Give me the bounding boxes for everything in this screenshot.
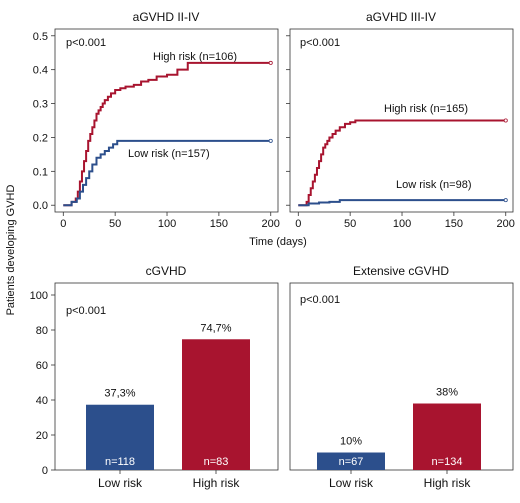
censor-mark-agvhd-3-4	[503, 198, 508, 203]
y-tick-label-cgvhd: 80	[36, 325, 48, 337]
y-tick-label-agvhd-2-4: 0.0	[33, 200, 48, 212]
series-line-low-risk-agvhd-3-4	[298, 199, 506, 207]
pvalue-cgvhd: p<0.001	[66, 305, 106, 317]
bar-value-label-cgvhd: 74,7%	[200, 322, 231, 334]
series-line-high-risk-agvhd-2-4	[63, 61, 271, 207]
panel-frame-agvhd-2-4	[54, 28, 279, 213]
y-tick-label-agvhd-2-4: 0.4	[33, 65, 48, 77]
bar-high-risk-cgvhd	[182, 339, 250, 470]
censor-mark-agvhd-2-4	[268, 60, 273, 65]
y-tick-label-agvhd-2-4: 0.5	[33, 31, 48, 43]
pvalue-extensive-cgvhd: p<0.001	[300, 294, 340, 306]
title-agvhd-2-4: aGVHD II-IV	[133, 10, 200, 24]
pvalue-agvhd-2-4: p<0.001	[66, 37, 106, 49]
label-high-risk-106: High risk (n=106)	[153, 51, 237, 63]
bar-value-label-extensive-cgvhd: 10%	[340, 436, 362, 448]
y-tick-label-agvhd-2-4: 0.1	[33, 166, 48, 178]
y-tick-label-agvhd-2-4: 0.2	[33, 132, 48, 144]
censor-mark-agvhd-2-4	[268, 138, 273, 143]
title-agvhd-3-4: aGVHD III-IV	[366, 10, 436, 24]
x-tick-label-agvhd-2-4: 100	[158, 218, 176, 230]
x-tick-label-agvhd-2-4: 200	[262, 218, 280, 230]
series-line-high-risk-agvhd-3-4	[298, 119, 506, 207]
category-label-cgvhd: High risk	[193, 476, 241, 490]
x-tick-label-agvhd-3-4: 50	[344, 218, 356, 230]
bar-n-label-extensive-cgvhd: n=67	[339, 456, 364, 468]
title-cgvhd: cGVHD	[146, 264, 187, 278]
y-tick-label-cgvhd: 0	[42, 465, 48, 477]
bar-low-risk-cgvhd	[86, 404, 154, 470]
label-low-risk-157: Low risk (n=157)	[128, 148, 210, 160]
y-tick-label-cgvhd: 60	[36, 360, 48, 372]
title-extensive-cgvhd: Extensive cGVHD	[353, 264, 449, 278]
bar-value-label-extensive-cgvhd: 38%	[436, 387, 458, 399]
panel-frame-agvhd-3-4	[289, 28, 514, 213]
shared-ylabel: Patients developing GVHD	[5, 185, 17, 316]
y-tick-label-cgvhd: 20	[36, 430, 48, 442]
bar-n-label-extensive-cgvhd: n=134	[432, 456, 463, 468]
bar-n-label-cgvhd: n=118	[105, 456, 135, 468]
x-tick-label-agvhd-2-4: 50	[109, 218, 121, 230]
x-tick-label-agvhd-3-4: 150	[445, 218, 463, 230]
bar-n-label-cgvhd: n=83	[204, 456, 229, 468]
censor-mark-agvhd-3-4	[503, 118, 508, 123]
y-tick-label-cgvhd: 100	[30, 290, 48, 302]
category-label-cgvhd: Low risk	[98, 476, 143, 490]
category-label-extensive-cgvhd: Low risk	[329, 476, 374, 490]
category-label-extensive-cgvhd: High risk	[424, 476, 472, 490]
panel-frame-cgvhd	[54, 282, 279, 471]
bar-low-risk-extensive-cgvhd	[317, 452, 385, 470]
x-tick-label-agvhd-3-4: 100	[393, 218, 411, 230]
panel-frame-extensive-cgvhd	[289, 282, 514, 471]
bar-high-risk-extensive-cgvhd	[413, 403, 481, 470]
series-line-low-risk-agvhd-2-4	[63, 139, 271, 207]
x-tick-label-agvhd-3-4: 0	[295, 218, 301, 230]
x-tick-label-agvhd-2-4: 0	[60, 218, 66, 230]
y-tick-label-agvhd-2-4: 0.3	[33, 99, 48, 111]
x-tick-label-agvhd-2-4: 150	[210, 218, 228, 230]
x-tick-label-agvhd-3-4: 200	[497, 218, 515, 230]
y-tick-label-cgvhd: 40	[36, 395, 48, 407]
label-high-risk-165: High risk (n=165)	[384, 103, 468, 115]
pvalue-agvhd-3-4: p<0.001	[300, 37, 340, 49]
bar-value-label-cgvhd: 37,3%	[104, 388, 135, 400]
label-low-risk-98: Low risk (n=98)	[396, 179, 472, 191]
shared-xlabel: Time (days)	[249, 236, 307, 248]
